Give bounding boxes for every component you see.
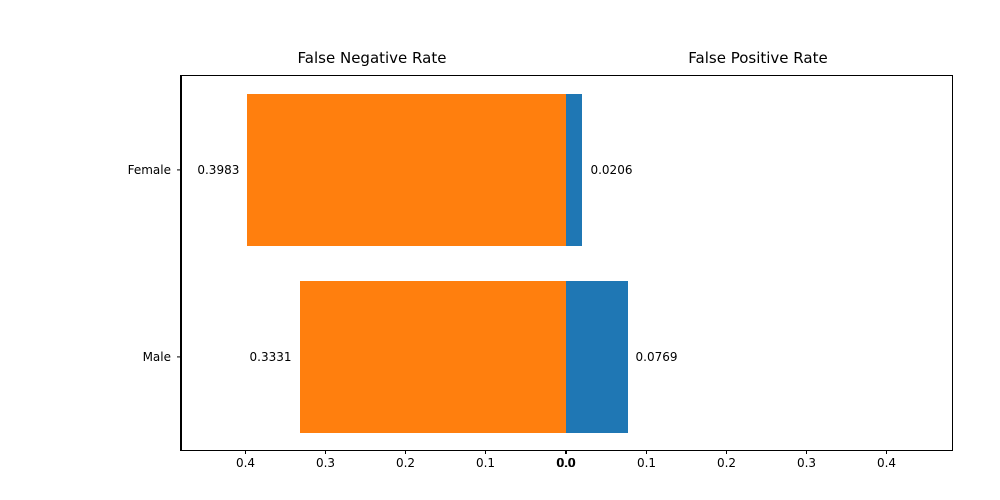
bar-fpr-male bbox=[566, 280, 628, 433]
y-tick-mark bbox=[176, 168, 181, 171]
x-tick-label-left-0-3: 0.3 bbox=[315, 456, 336, 470]
zero-axis-line bbox=[181, 76, 183, 450]
y-tick-label-male: Male bbox=[142, 349, 171, 364]
x-tick-mark bbox=[565, 450, 568, 454]
x-tick-label-right-0-2: 0.2 bbox=[716, 456, 737, 470]
x-tick-label-right-0-1: 0.1 bbox=[636, 456, 657, 470]
left-subplot-title: False Negative Rate bbox=[297, 49, 447, 67]
x-tick-mark bbox=[484, 450, 487, 454]
x-tick-mark bbox=[324, 450, 327, 454]
x-tick-label-right-0-4: 0.4 bbox=[876, 456, 897, 470]
value-label-fpr-male: 0.0769 bbox=[635, 349, 678, 364]
x-tick-mark bbox=[244, 450, 247, 454]
x-tick-mark bbox=[645, 450, 648, 454]
value-label-fpr-female: 0.0206 bbox=[590, 162, 633, 177]
bar-fnr-male bbox=[299, 280, 566, 433]
x-tick-label-right-0-3: 0.3 bbox=[796, 456, 817, 470]
x-tick-mark bbox=[725, 450, 728, 454]
bar-fnr-female bbox=[247, 93, 566, 246]
x-tick-label-left-0-4: 0.4 bbox=[235, 456, 256, 470]
x-tick-mark bbox=[564, 450, 567, 454]
x-tick-mark bbox=[885, 450, 888, 454]
x-tick-label-left-0-1: 0.1 bbox=[475, 456, 496, 470]
value-label-fnr-male: 0.3331 bbox=[249, 349, 292, 364]
right-subplot-title: False Positive Rate bbox=[688, 49, 828, 67]
bar-fpr-female bbox=[566, 93, 583, 246]
x-tick-label-right-0-0: 0.0 bbox=[556, 456, 577, 470]
value-label-fnr-female: 0.3983 bbox=[197, 162, 240, 177]
y-tick-label-female: Female bbox=[127, 162, 171, 177]
x-tick-label-left-0-2: 0.2 bbox=[395, 456, 416, 470]
x-tick-label-left-0-0: 0.0 bbox=[555, 456, 576, 470]
plot-area: 0.3983 0.3331 0.0206 0.0769 0.4 0.3 0.2 0.1 0.0 0… bbox=[128, 75, 953, 470]
x-tick-mark bbox=[805, 450, 808, 454]
x-tick-mark bbox=[404, 450, 407, 454]
y-tick-mark bbox=[176, 355, 181, 358]
